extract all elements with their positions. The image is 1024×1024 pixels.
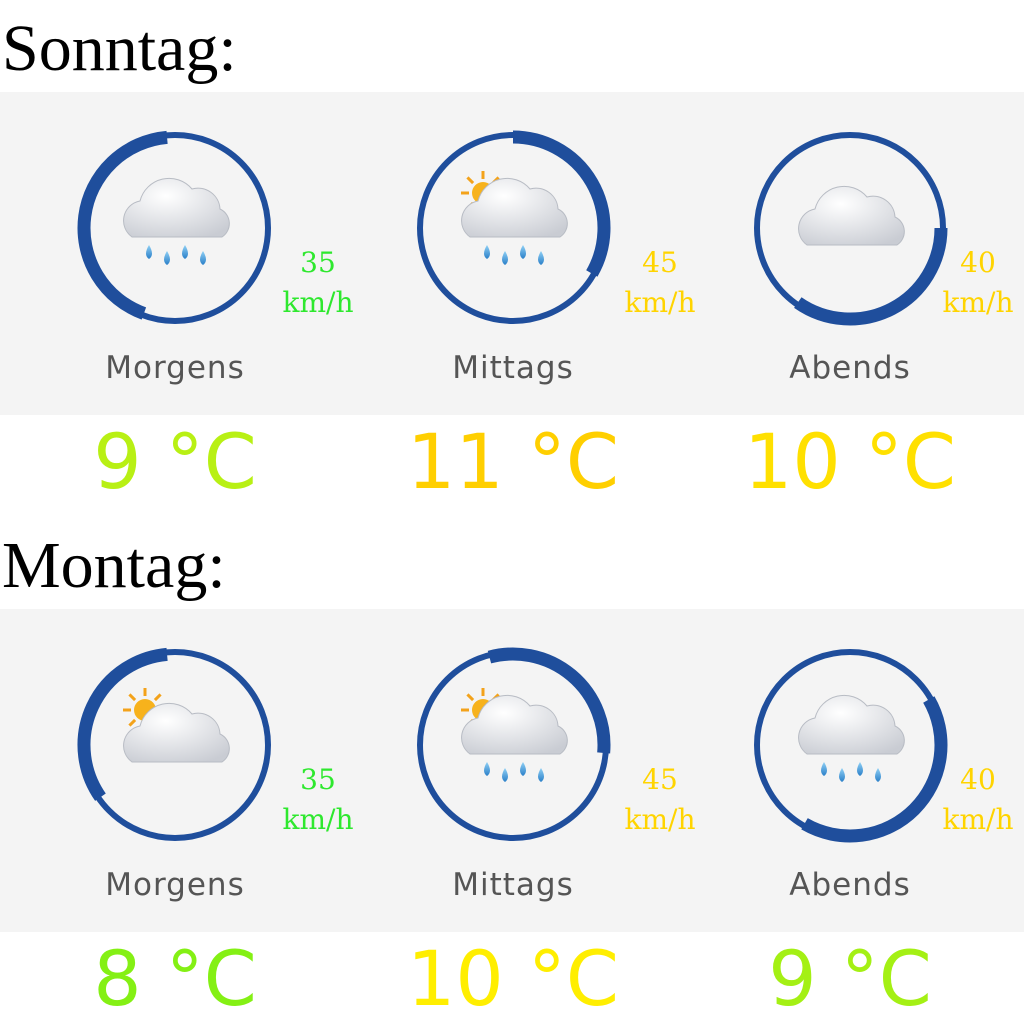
rain-drop [502, 251, 508, 265]
ring-arc [794, 227, 948, 326]
time-label: Mittags [452, 350, 574, 386]
wind-unit: km/h [625, 286, 696, 319]
rain-drop [484, 762, 490, 776]
wind-unit: km/h [283, 803, 354, 836]
sun-ray [466, 176, 475, 185]
wind-speed: 40 [960, 246, 996, 279]
temperature: 8 °C [93, 934, 257, 1023]
ring-arc [487, 647, 611, 754]
time-label: Abends [789, 350, 910, 386]
wind-speed: 40 [960, 763, 996, 796]
forecast-slot: 40 km/h Abends [754, 649, 1014, 903]
day-panel [0, 609, 1024, 932]
day-panel [0, 92, 1024, 415]
sun-ray [128, 718, 137, 727]
forecast-slot: 35 km/h Morgens [77, 130, 354, 386]
rain-drop [538, 768, 544, 782]
wind-speed: 35 [300, 246, 336, 279]
cloud [123, 177, 230, 238]
rain-drop [821, 762, 827, 776]
cloud [798, 694, 905, 755]
rain-drop [200, 251, 206, 265]
ring-arc [77, 130, 168, 320]
rain-drop [520, 245, 526, 259]
time-label: Morgens [105, 867, 244, 903]
rain-drop [839, 768, 845, 782]
rain-drop [182, 245, 188, 259]
sun-ray [153, 693, 162, 702]
rain-drop [146, 245, 152, 259]
rain-drop [164, 251, 170, 265]
time-label: Mittags [452, 867, 574, 903]
rain-drop [857, 762, 863, 776]
rain-drop [484, 245, 490, 259]
wind-unit: km/h [625, 803, 696, 836]
ring-arc [801, 696, 948, 843]
temperature: 9 °C [93, 417, 257, 506]
time-label: Morgens [105, 350, 244, 386]
day-title: Sonntag: [2, 12, 237, 85]
cloud [461, 177, 568, 238]
temperature: 10 °C [407, 934, 619, 1023]
wind-speed: 45 [642, 763, 678, 796]
ring-arc [77, 647, 168, 801]
forecast-slot: 40 km/h Abends [754, 132, 1014, 386]
rain-drop [520, 762, 526, 776]
cloud [123, 702, 230, 763]
forecast-slot: 45 km/h Mittags [417, 130, 696, 386]
time-label: Abends [789, 867, 910, 903]
forecast-slot: 35 km/h Morgens [77, 647, 354, 903]
ring-arc [512, 130, 611, 277]
rain-drop [538, 251, 544, 265]
rain-drop [502, 768, 508, 782]
sun-ray [128, 693, 137, 702]
cloud [798, 185, 905, 246]
day-title: Montag: [2, 529, 226, 602]
rain-drop [875, 768, 881, 782]
temperature: 10 °C [744, 417, 956, 506]
wind-speed: 45 [642, 246, 678, 279]
sun-ray [466, 693, 475, 702]
wind-unit: km/h [283, 286, 354, 319]
cloud [461, 694, 568, 755]
temperature: 9 °C [768, 934, 932, 1023]
wind-speed: 35 [300, 763, 336, 796]
forecast-slot: 45 km/h Mittags [417, 647, 696, 903]
temperature: 11 °C [407, 417, 619, 506]
wind-unit: km/h [943, 803, 1014, 836]
wind-unit: km/h [943, 286, 1014, 319]
